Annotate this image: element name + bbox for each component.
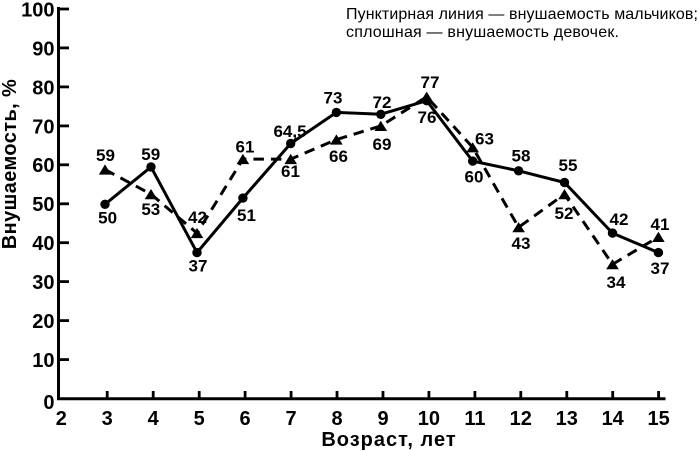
svg-text:61: 61 xyxy=(236,138,255,157)
svg-text:76: 76 xyxy=(418,108,437,127)
svg-text:8: 8 xyxy=(331,408,342,430)
svg-text:3: 3 xyxy=(102,408,113,430)
svg-text:5: 5 xyxy=(194,408,205,430)
svg-text:34: 34 xyxy=(607,273,626,292)
svg-text:2: 2 xyxy=(56,408,67,430)
svg-text:сплошная — внушаемость девочек: сплошная — внушаемость девочек. xyxy=(346,24,619,41)
svg-text:43: 43 xyxy=(512,234,531,253)
svg-text:72: 72 xyxy=(373,93,392,112)
svg-text:58: 58 xyxy=(512,147,531,166)
svg-text:37: 37 xyxy=(189,257,208,276)
svg-text:64,5: 64,5 xyxy=(273,122,306,141)
svg-text:53: 53 xyxy=(141,200,160,219)
svg-text:55: 55 xyxy=(559,156,578,175)
svg-text:10: 10 xyxy=(32,350,54,372)
svg-text:59: 59 xyxy=(141,145,160,164)
svg-text:0: 0 xyxy=(43,392,54,414)
svg-text:37: 37 xyxy=(651,259,670,278)
svg-text:11: 11 xyxy=(464,408,485,430)
svg-text:63: 63 xyxy=(475,130,494,149)
svg-text:70: 70 xyxy=(32,116,54,138)
svg-text:Возраст, лет: Возраст, лет xyxy=(321,429,456,451)
svg-text:14: 14 xyxy=(602,408,625,430)
svg-text:41: 41 xyxy=(651,215,670,234)
svg-text:59: 59 xyxy=(96,146,115,165)
svg-text:77: 77 xyxy=(421,73,440,92)
svg-text:13: 13 xyxy=(556,408,578,430)
svg-text:Внушаемость, %: Внушаемость, % xyxy=(0,79,21,250)
svg-text:51: 51 xyxy=(237,206,256,225)
svg-text:40: 40 xyxy=(32,233,54,255)
svg-text:7: 7 xyxy=(286,408,297,430)
svg-text:15: 15 xyxy=(647,408,669,430)
svg-text:42: 42 xyxy=(188,208,207,227)
svg-text:66: 66 xyxy=(329,147,348,166)
svg-text:4: 4 xyxy=(148,408,160,430)
svg-text:Пунктирная линия — внушаемость: Пунктирная линия — внушаемость мальчиков… xyxy=(346,6,698,23)
svg-text:52: 52 xyxy=(555,204,574,223)
svg-text:12: 12 xyxy=(510,408,532,430)
svg-text:6: 6 xyxy=(240,408,251,430)
svg-text:73: 73 xyxy=(324,89,343,108)
svg-text:60: 60 xyxy=(32,155,54,177)
svg-text:50: 50 xyxy=(32,194,54,216)
svg-text:61: 61 xyxy=(281,162,300,181)
svg-text:10: 10 xyxy=(418,408,440,430)
svg-text:100: 100 xyxy=(21,0,54,21)
svg-text:30: 30 xyxy=(32,272,54,294)
svg-text:69: 69 xyxy=(373,135,392,154)
svg-text:60: 60 xyxy=(465,168,484,187)
svg-text:90: 90 xyxy=(32,38,54,60)
svg-text:50: 50 xyxy=(98,209,117,228)
svg-text:20: 20 xyxy=(32,311,54,333)
svg-text:80: 80 xyxy=(32,77,54,99)
svg-text:42: 42 xyxy=(610,210,629,229)
svg-text:9: 9 xyxy=(377,408,388,430)
